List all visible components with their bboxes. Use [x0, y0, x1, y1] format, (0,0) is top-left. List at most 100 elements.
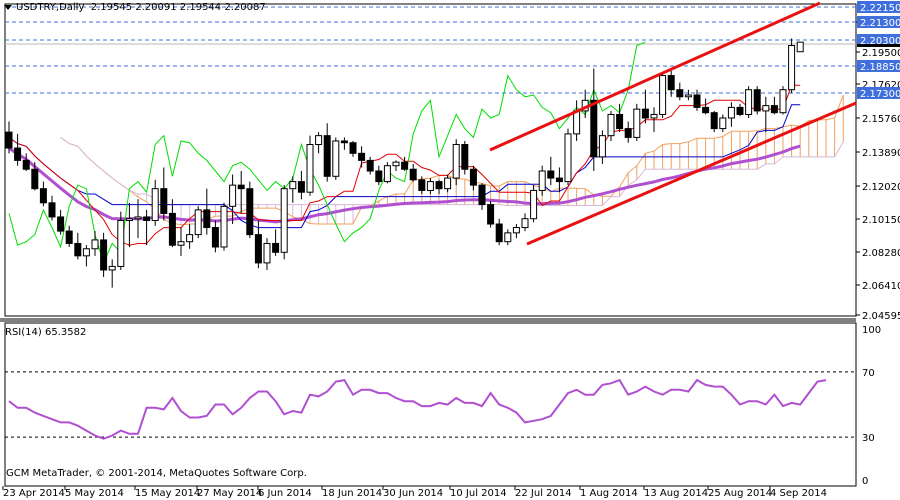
bull-candle — [263, 242, 271, 264]
bull-candle — [177, 241, 185, 246]
bear-candle — [74, 242, 82, 257]
ohlc-values: 2.19545 2.20091 2.19544 2.20087 — [90, 2, 266, 13]
level-price-label: 2.18850 — [860, 62, 900, 73]
bear-candle — [676, 89, 684, 98]
bear-candle — [667, 75, 675, 91]
time-tick-label: 5 May 2014 — [65, 488, 124, 499]
bear-candle — [254, 234, 262, 264]
bear-candle — [143, 216, 151, 221]
level-price-label: 2.20300 — [860, 36, 900, 47]
bear-candle — [297, 181, 305, 193]
bear-candle — [246, 188, 254, 236]
price-tick-label: 2.04595 — [862, 311, 900, 322]
bull-candle — [719, 117, 727, 130]
bull-candle — [452, 143, 460, 179]
bear-candle — [323, 135, 331, 177]
rsi-panel-frame — [4, 322, 857, 487]
bull-candle — [134, 216, 142, 220]
bear-candle — [5, 131, 13, 149]
channel-lower-line — [526, 101, 857, 246]
bear-candle — [31, 168, 39, 190]
copyright-text: GCM MetaTrader, © 2001-2014, MetaQuotes … — [6, 468, 307, 479]
time-tick-label: 18 Jun 2014 — [322, 488, 382, 499]
bear-candle — [100, 239, 108, 271]
chikou-span-line — [8, 41, 646, 265]
time-tick-label: 6 Jun 2014 — [258, 488, 312, 499]
bull-candle — [727, 106, 735, 119]
bull-candle — [512, 227, 520, 234]
bear-candle — [48, 202, 56, 218]
bear-candle — [237, 184, 245, 190]
bear-candle — [366, 159, 374, 172]
bull-candle — [762, 105, 770, 112]
chart-header: USDTRY,Daily 2.19545 2.20091 2.19544 2.2… — [4, 2, 266, 13]
bull-candle — [315, 135, 323, 145]
bear-candle — [616, 113, 624, 130]
time-tick-label: 15 May 2014 — [135, 488, 200, 499]
price-tick-label: 2.12020 — [862, 182, 900, 193]
bear-candle — [435, 181, 443, 190]
bull-candle — [521, 218, 529, 229]
bear-candle — [203, 209, 211, 229]
time-tick-label: 10 Jul 2014 — [450, 488, 507, 499]
price-tick-label: 2.15760 — [862, 114, 900, 125]
bull-candle — [426, 181, 434, 191]
level-price-label: 2.17300 — [860, 89, 900, 100]
price-tick-label: 2.08280 — [862, 248, 900, 259]
chart-frames — [0, 3, 857, 487]
rsi-tick-label: 0 — [862, 476, 868, 487]
bull-candle — [745, 89, 753, 115]
dropdown-triangle-icon[interactable] — [4, 4, 12, 10]
time-tick-label: 25 Aug 2014 — [708, 488, 772, 499]
bull-candle — [125, 218, 133, 221]
rsi-tick-label: 30 — [862, 433, 875, 444]
bear-candle — [375, 170, 383, 183]
price-axis: 2.21300 2.19500 2.17620 2.15760 2.13890 2.120… — [856, 1, 900, 322]
bear-candle — [487, 204, 495, 225]
price-tick-label: 2.13890 — [862, 148, 900, 159]
level-price-badge — [857, 34, 900, 46]
rsi-tick-label: 100 — [862, 325, 881, 336]
bear-candle — [478, 184, 486, 206]
symbol-label: USDTRY,Daily — [16, 2, 85, 13]
candlesticks — [5, 38, 804, 288]
bull-candle — [194, 209, 202, 236]
bull-candle — [117, 219, 125, 267]
bull-candle — [650, 113, 658, 119]
current-price-marker — [857, 44, 900, 47]
bear-candle — [693, 94, 701, 108]
bear-candle — [57, 216, 65, 232]
bull-candle — [779, 89, 787, 114]
bull-candle — [392, 161, 400, 167]
bull-candle — [229, 184, 237, 207]
bear-candle — [418, 179, 426, 191]
bull-candle — [564, 133, 572, 183]
rsi-label: RSI(14) 65.3582 — [5, 327, 87, 338]
rsi-tick-label: 70 — [862, 368, 875, 379]
bear-candle — [14, 147, 22, 161]
bear-candle — [349, 142, 357, 154]
level-price-badge — [857, 87, 900, 99]
bull-candle — [796, 41, 804, 53]
bear-candle — [469, 168, 477, 186]
bear-candle — [547, 170, 555, 179]
bear-candle — [495, 223, 503, 243]
bull-candle — [151, 188, 159, 221]
bear-candle — [641, 108, 649, 119]
bull-candle — [633, 108, 641, 138]
bear-candle — [22, 159, 30, 170]
bull-candle — [659, 75, 667, 115]
bull-candle — [788, 45, 796, 91]
time-tick-label: 4 Sep 2014 — [770, 488, 827, 499]
bear-candle — [211, 227, 219, 248]
bear-candle — [358, 152, 366, 161]
time-tick-label: 23 Apr 2014 — [3, 488, 65, 499]
time-tick-label: 27 May 2014 — [197, 488, 262, 499]
bull-candle — [332, 140, 340, 177]
bull-candle — [383, 165, 391, 183]
bear-candle — [736, 106, 744, 115]
time-tick-label: 30 Jun 2014 — [383, 488, 443, 499]
horizontal-levels — [5, 6, 856, 94]
price-tick-label: 2.06410 — [862, 281, 900, 292]
